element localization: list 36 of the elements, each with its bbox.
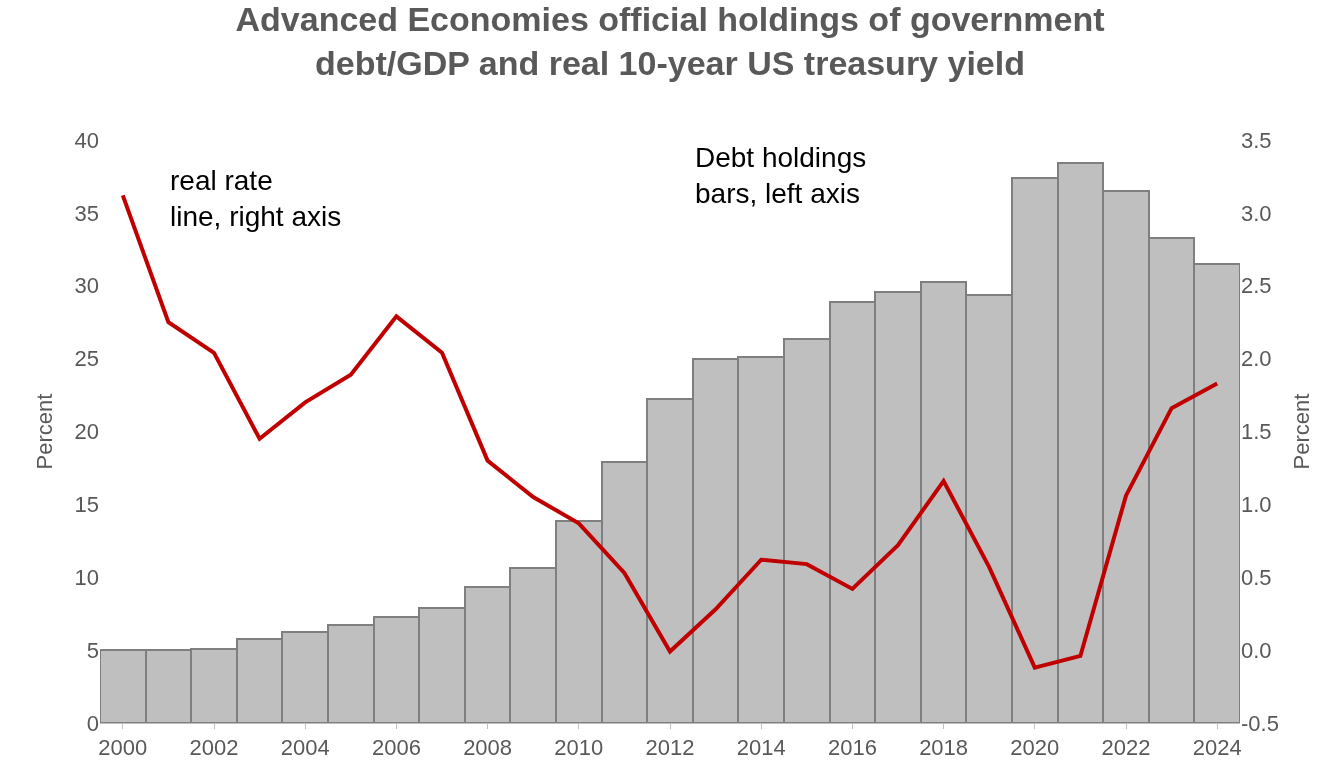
- y-tick-label: 30: [74, 273, 99, 299]
- x-tick-label: 2024: [1192, 735, 1242, 761]
- y-tick-label: 10: [74, 564, 99, 590]
- x-tick-label: 2004: [280, 735, 330, 761]
- y2-tick-label: 1.0: [1241, 492, 1272, 518]
- x-tick-label: 2012: [645, 735, 695, 761]
- y-tick-label: 0: [86, 710, 99, 736]
- x-tick-label: 2020: [1010, 735, 1060, 761]
- annotation: real rate line, right axis: [170, 165, 342, 233]
- annotation: Debt holdings bars, left axis: [695, 142, 867, 210]
- x-tick-label: 2008: [463, 735, 513, 761]
- y2-tick-label: 0.0: [1241, 637, 1272, 663]
- y-tick-label: 5: [86, 637, 99, 663]
- y2-tick-label: 3.5: [1241, 127, 1272, 153]
- y-tick-label: 15: [74, 492, 99, 518]
- x-tick-label: 2010: [554, 735, 604, 761]
- y-tick-label: 40: [74, 127, 99, 153]
- x-tick-label: 2002: [189, 735, 239, 761]
- y2-tick-label: -0.5: [1241, 710, 1279, 736]
- y2-tick-label: 3.0: [1241, 200, 1272, 226]
- y2-tick-label: 2.0: [1241, 346, 1272, 372]
- chart-title: Advanced Economies official holdings of government debt/GDP and real 10-year US treasury yield: [235, 0, 1105, 83]
- x-tick-label: 2014: [736, 735, 786, 761]
- x-tick-label: 2000: [98, 735, 148, 761]
- x-tick-label: 2022: [1101, 735, 1151, 761]
- y2-axis-title: Percent: [1288, 393, 1314, 470]
- y2-tick-label: 1.5: [1241, 419, 1272, 445]
- x-tick-label: 2016: [827, 735, 877, 761]
- y-tick-label: 35: [74, 200, 99, 226]
- x-tick-label: 2006: [371, 735, 421, 761]
- y-axis-title: Percent: [32, 393, 58, 470]
- y2-tick-label: 2.5: [1241, 273, 1272, 299]
- x-tick-label: 2018: [919, 735, 969, 761]
- y-tick-label: 25: [74, 346, 99, 372]
- y-tick-label: 20: [74, 419, 99, 445]
- y2-tick-label: 0.5: [1241, 564, 1272, 590]
